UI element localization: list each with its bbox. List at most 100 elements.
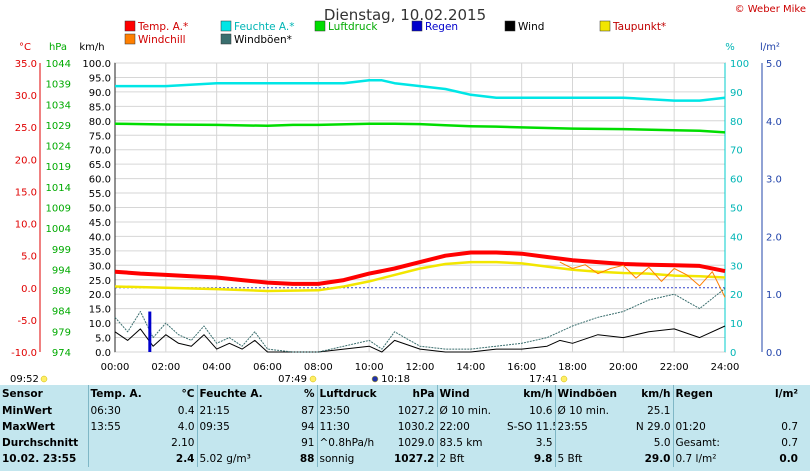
- stats-cell: Wind: [436, 385, 505, 403]
- tick-label-pressure: 974: [52, 348, 71, 359]
- stats-cell: 1027.2: [393, 453, 435, 465]
- stats-cell: 5.02 g/m³: [196, 451, 267, 467]
- tick-label-wind: 25.0: [89, 276, 111, 287]
- series-tempa: [114, 250, 726, 286]
- marker-sunset-icon: [560, 375, 568, 383]
- tick-label-wind: 45.0: [89, 218, 111, 229]
- tick-label-humidity: 30: [730, 261, 743, 272]
- tick-label-rain: 1.0: [766, 290, 782, 301]
- legend-swatch: [599, 20, 611, 32]
- tick-label-pressure: 1004: [46, 224, 71, 235]
- tick-label-pressure: 1039: [46, 80, 71, 91]
- tick-label-wind: 75.0: [89, 131, 111, 142]
- marker-moonrise-label: 10:18: [381, 374, 410, 385]
- tick-label-rain: 0.0: [766, 348, 782, 359]
- tick-label-wind: 40.0: [89, 232, 111, 243]
- tick-label-wind: 70.0: [89, 146, 111, 157]
- tick-label-temp: -10.0: [11, 348, 37, 359]
- stats-cell: Durchschnitt: [2, 437, 79, 449]
- tick-label-pressure: 1044: [46, 59, 71, 70]
- stats-cell: 88: [299, 453, 315, 465]
- tick-label-pressure: 1009: [46, 204, 71, 215]
- stats-cell: 11:30: [316, 419, 387, 435]
- stats-panel: Sensor Temp. A. °C Feuchte A.% Luftdruck hPa W…: [0, 385, 810, 471]
- tick-label-wind: 5.0: [95, 334, 111, 345]
- tick-label-humidity: 40: [730, 232, 743, 243]
- stats-cell: 2.4: [175, 453, 195, 465]
- x-tick-label: 04:00: [202, 362, 231, 373]
- stats-cell: 0.7 l/m²: [672, 451, 749, 467]
- tick-label-wind: 60.0: [89, 175, 111, 186]
- axis-unit-label: km/h: [79, 42, 104, 53]
- stats-cell: [554, 435, 621, 451]
- stats-cell: Ø 10 min.: [554, 403, 621, 419]
- stats-cell: 83.5 km: [436, 435, 505, 451]
- tick-label-temp: -5.0: [17, 316, 37, 327]
- series-wind: [114, 325, 726, 353]
- tick-label-wind: 100.0: [82, 59, 111, 70]
- tick-label-pressure: 984: [52, 307, 71, 318]
- stats-cell: N 29.0: [635, 421, 671, 433]
- series-windben: [114, 288, 726, 353]
- stats-cell: 01:20: [672, 419, 749, 435]
- tick-label-wind: 90.0: [89, 88, 111, 99]
- legend-swatch: [124, 20, 136, 32]
- tick-label-wind: 0.0: [95, 348, 111, 359]
- x-tick-label: 12:00: [406, 362, 435, 373]
- stats-cell: 09:35: [196, 419, 267, 435]
- tick-label-pressure: 1019: [46, 162, 71, 173]
- stats-cell: l/m²: [775, 388, 798, 400]
- tick-label-pressure: 1024: [46, 142, 71, 153]
- legend-swatch: [220, 20, 232, 32]
- tick-label-wind: 35.0: [89, 247, 111, 258]
- tick-label-wind: 30.0: [89, 261, 111, 272]
- tick-label-temp: 25.0: [15, 123, 37, 134]
- stats-cell: 10.6: [529, 405, 553, 417]
- tick-label-temp: 10.0: [15, 220, 37, 231]
- tick-label-pressure: 989: [52, 286, 71, 297]
- tick-label-pressure: 994: [52, 265, 71, 276]
- stats-cell: 1030.2: [397, 421, 435, 433]
- tick-label-temp: 20.0: [15, 155, 37, 166]
- stats-cell: 0.0: [779, 453, 798, 465]
- legend-label: Temp. A.*: [137, 21, 188, 33]
- chart-labels: °C hPa km/h% l/m² 35.0 30.0 25.0 20.0 15.0 10.0 5.…: [10, 20, 782, 385]
- tick-label-wind: 80.0: [89, 117, 111, 128]
- tick-label-rain: 4.0: [766, 117, 782, 128]
- tick-label-rain: 2.0: [766, 232, 782, 243]
- chart-credit: © Weber Mike: [735, 4, 806, 15]
- stats-cell: [87, 435, 150, 451]
- stats-cell: 21:15: [196, 403, 267, 419]
- tick-label-pressure: 1014: [46, 183, 71, 194]
- stats-cell: 1027.2: [397, 405, 435, 417]
- stats-cell: 0.7: [781, 421, 798, 433]
- x-tick-label: 02:00: [151, 362, 180, 373]
- stats-cell: [749, 403, 800, 419]
- stats-cell: 25.1: [647, 405, 671, 417]
- stats-cell: 9.8: [533, 453, 553, 465]
- stats-cell: 87: [301, 405, 315, 417]
- x-tick-label: 06:00: [253, 362, 282, 373]
- tick-label-humidity: 20: [730, 290, 743, 301]
- legend-label: Regen: [425, 21, 458, 33]
- stats-cell: Luftdruck: [316, 385, 387, 403]
- tick-label-pressure: 1034: [46, 100, 71, 111]
- tick-label-temp: 15.0: [15, 187, 37, 198]
- axis-unit-label: hPa: [49, 42, 67, 53]
- stats-cell: %: [303, 388, 315, 400]
- tick-label-temp: 35.0: [15, 59, 37, 70]
- stats-cell: °C: [181, 388, 195, 400]
- stats-cell: Sensor: [2, 388, 43, 400]
- stats-cell: 0.4: [177, 405, 195, 417]
- tick-label-humidity: 80: [730, 117, 743, 128]
- tick-label-rain: 3.0: [766, 175, 782, 186]
- stats-cell: km/h: [641, 388, 671, 400]
- stats-cell: km/h: [523, 388, 553, 400]
- stats-cell: [87, 451, 150, 467]
- tick-label-wind: 15.0: [89, 305, 111, 316]
- tick-label-pressure: 979: [52, 327, 71, 338]
- stats-cell: 10.02. 23:55: [2, 453, 77, 465]
- stats-cell: 06:30: [87, 403, 150, 419]
- tick-label-temp: 0.0: [21, 284, 37, 295]
- stats-cell: MinWert: [2, 405, 53, 417]
